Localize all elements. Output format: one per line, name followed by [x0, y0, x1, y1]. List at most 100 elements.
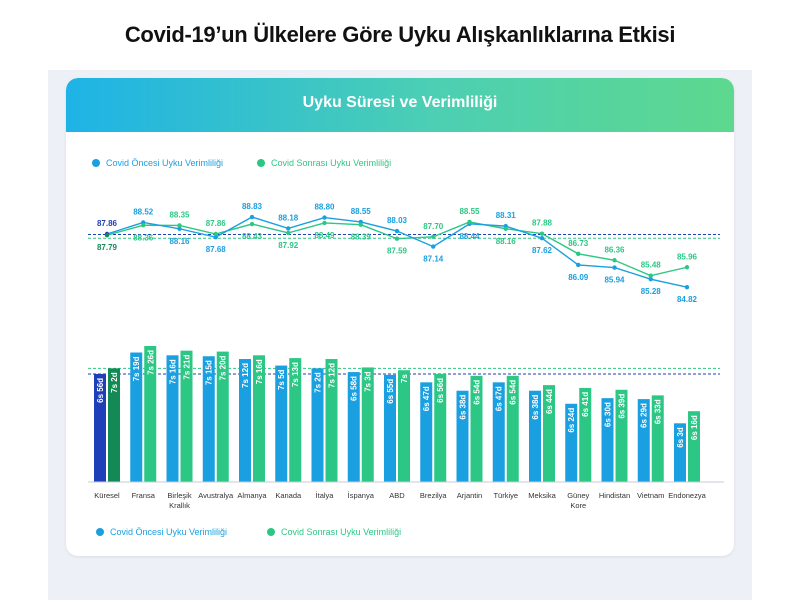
bar-value-label-pre: 6s 38d [531, 395, 540, 420]
line-value-label-post: 87.70 [423, 222, 444, 231]
legend-bottom-label-pre: Covid Öncesi Uyku Verimliliği [110, 527, 228, 537]
line-point-post [358, 222, 363, 227]
bar-value-label-post: 7s 12d [328, 363, 337, 388]
bar-value-label-pre: 6s 55d [386, 379, 395, 404]
category-label-line: ABD [389, 491, 405, 500]
line-value-label-pre: 88.52 [133, 207, 154, 216]
line-point-pre [684, 285, 690, 290]
bar-value-label-post: 6s 16d [690, 415, 699, 440]
line-value-label-pre: 88.18 [278, 213, 299, 222]
bar-value-label-post: 7s 2d [110, 372, 119, 393]
bar-value-label-pre: 6s 47d [495, 386, 504, 411]
line-value-label-post: 87.59 [387, 247, 408, 256]
category-label: Meksika [528, 491, 556, 500]
bar-pre [492, 382, 505, 482]
legend-bottom-dot-pre-icon [96, 528, 104, 536]
line-point-post [286, 230, 291, 236]
line-point-pre [394, 228, 400, 234]
line-value-label-pre: 88.44 [459, 232, 480, 241]
category-label-line: Almanya [237, 491, 267, 500]
category-label-line: Türkiye [493, 491, 518, 500]
bar-value-label-pre: 7s 15d [205, 360, 214, 385]
line-value-label-post: 87.88 [532, 219, 553, 228]
bar-value-label-pre: 7s 5d [277, 369, 286, 390]
bar-post [470, 375, 483, 482]
line-point-post [322, 220, 327, 226]
line-value-label-pre: 85.94 [604, 276, 625, 285]
card-title: Uyku Süresi ve Verimliliği [302, 94, 498, 111]
bar-value-label-pre: 6s 58d [350, 376, 359, 401]
category-label: Almanya [237, 491, 267, 500]
bar-post [398, 370, 410, 482]
legend-bottom-label-post: Covid Sonrası Uyku Verimliliği [281, 527, 402, 537]
category-label-line: Kore [570, 501, 586, 510]
category-label: Endonezya [668, 491, 706, 500]
category-label: Kanada [275, 491, 302, 500]
bar-value-label-pre: 6s 29d [640, 403, 649, 428]
line-value-label-pre: 87.14 [423, 255, 444, 264]
line-point-post [648, 273, 653, 278]
line-point-post [684, 265, 690, 270]
bar-pre [529, 390, 541, 482]
legend-dot-pre-icon [92, 159, 100, 167]
category-label: Vietnam [637, 491, 664, 500]
line-value-label-pre: 88.16 [169, 237, 190, 246]
bar-pre [384, 374, 396, 482]
bar-pre [347, 372, 360, 482]
category-label-line: Küresel [94, 491, 120, 500]
bar-pre [456, 390, 469, 482]
line-point-post [431, 234, 436, 239]
bar-post [289, 358, 302, 482]
bar-value-label-pre: 6s 3d [676, 427, 685, 448]
line-point-pre [249, 214, 255, 220]
category-label-line: Güney [567, 491, 589, 500]
category-label-line: Avustralya [198, 491, 234, 500]
legend-bottom-dot-post-icon [267, 528, 276, 536]
line-point-post [576, 251, 581, 256]
category-label: Birleşik Krallık [167, 491, 191, 510]
line-value-label-post: 87.79 [97, 243, 118, 252]
bar-value-label-pre: 6s 56d [96, 378, 105, 403]
card-header: Uyku Süresi ve Verimliliği [66, 78, 734, 132]
category-label: Avustralya [198, 491, 234, 500]
bar-value-label-post: 7s 3d [364, 371, 373, 392]
line-value-label-post: 87.92 [278, 241, 299, 250]
line-value-label-pre: 88.31 [496, 211, 517, 220]
line-value-label-post: 86.73 [568, 239, 589, 248]
bar-value-label-post: 7s 16d [255, 359, 264, 384]
line-value-label-pre: 84.82 [677, 295, 698, 304]
bar-pre [601, 398, 614, 482]
legend-label-pre: Covid Öncesi Uyku Verimliliği [106, 158, 224, 168]
line-value-label-pre: 87.68 [206, 245, 227, 254]
line-point-post [503, 226, 508, 231]
bar-value-label-pre: 7s 16d [169, 359, 178, 384]
bar-post [506, 375, 519, 482]
bar-value-label-post: 6s 44d [545, 389, 554, 414]
bar-pre [239, 359, 251, 482]
line-value-label-pre: 88.80 [314, 203, 335, 212]
bar-post [434, 373, 447, 482]
bar-value-label-post: 7s [400, 374, 409, 383]
bar-pre [420, 382, 433, 482]
page-title: Covid-19’un Ülkelere Göre Uyku Alışkanlı… [124, 22, 676, 47]
category-label-line: Hindistan [599, 491, 630, 500]
bar-value-label-pre: 6s 47d [422, 386, 431, 411]
category-label: ABD [389, 491, 405, 500]
bar-post [180, 350, 193, 482]
bar-value-label-post: 7s 20d [219, 355, 228, 380]
line-point-post [141, 223, 146, 228]
legend-bottom: Covid Öncesi Uyku Verimliliği Covid Sonr… [96, 527, 401, 537]
bar-value-label-post: 6s 54d [473, 380, 482, 405]
bar-pre [166, 355, 179, 482]
line-point-post [539, 231, 545, 236]
bar-pre [637, 399, 650, 482]
line-point-post [104, 233, 110, 238]
line-value-label-post: 87.86 [206, 219, 227, 228]
line-value-label-pre: 87.62 [532, 246, 553, 255]
category-label: Brezilya [420, 491, 448, 500]
category-label-line: İspanya [348, 491, 375, 500]
line-point-post [612, 258, 617, 263]
line-point-pre [177, 226, 182, 231]
category-label: İtalya [316, 491, 335, 500]
line-value-label-post: 88.49 [314, 231, 335, 240]
